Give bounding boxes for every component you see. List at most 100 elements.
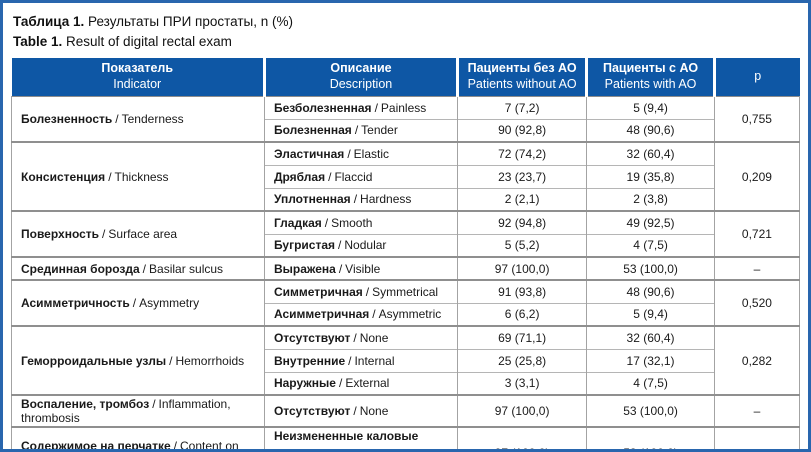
slash-separator: / [324,215,329,230]
table-caption: Таблица 1. Результаты ПРИ простаты, n (%… [13,12,800,51]
description-cell: Бугристая / Nodular [263,233,459,258]
table-row: Поверхность / Surface area Гладкая / Smooth … [11,210,801,258]
col-header-with-ao-en: Patients with AO [604,76,697,91]
col-header-description: Описание Description [264,58,460,97]
slash-separator: / [372,307,376,322]
description-cell: Болезненная / Tender [263,118,459,143]
indicator-cell: Срединная борозда / Basilar sulcus [11,256,265,281]
value-without-ao: 97 (100,0) [456,394,588,428]
value-with-ao: 48 (90,6) [586,279,715,304]
slash-separator: / [354,123,359,138]
slash-separator: / [347,146,351,161]
value-without-ao: 25 (25,8) [456,348,588,373]
table-caption-en-label: Table 1. [13,33,63,49]
value-with-ao: 32 (60,4) [586,141,715,166]
slash-separator: / [338,376,343,391]
table-row: Болезненность / Tenderness Безболезненная /… [11,96,801,143]
indicator-cell: Воспаление, тромбоз / Inflammation, thromb… [11,394,265,428]
description-cell: Гладкая / Smooth [263,210,459,235]
slash-separator: / [353,192,358,207]
description-cell: Эластичная / Elastic [263,141,459,166]
table-caption-ru: Таблица 1. Результаты ПРИ простаты, n (%… [13,12,800,32]
slash-separator: / [169,353,173,368]
col-header-without-ao-en: Patients without AO [467,76,577,91]
description-cell: Внутренние / Internal [263,348,459,373]
value-without-ao: 23 (23,7) [456,164,588,189]
p-value-cell: – [713,426,801,449]
table-row: Внутренние / Internal 25 (25,8) 17 (32,1) [12,348,800,373]
table-caption-en-text: Result of digital rectal exam [62,33,232,49]
slash-separator: / [108,169,112,184]
value-without-ao: 72 (74,2) [456,141,588,166]
indicator-cell: Геморроидальные узлы / Hemorrhoids [11,325,265,396]
indicator-cell: Болезненность / Tenderness [11,96,265,143]
value-with-ao: 53 (100,0) [586,394,715,428]
description-cell: Неизмененные каловые массыUnchanged feca… [263,426,459,449]
value-without-ao: 7 (7,2) [456,96,588,120]
col-header-p: p [714,58,800,97]
value-with-ao: 53 (100,0) [586,426,715,449]
p-value-cell: 0,282 [713,325,801,396]
value-without-ao: 90 (92,8) [456,118,588,143]
indicator-cell: Содержимое на перчатке/Content on the gl… [11,426,265,449]
value-with-ao: 53 (100,0) [586,256,715,281]
slash-separator: / [142,261,147,276]
table-caption-ru-label: Таблица 1. [13,14,85,29]
col-header-description-en: Description [329,76,393,91]
slash-separator: / [102,227,106,242]
col-header-description-ru: Описание [330,61,392,76]
slash-separator: / [348,353,352,368]
value-without-ao: 3 (3,1) [456,371,588,396]
slash-separator: / [115,111,119,126]
slash-separator: / [353,330,357,345]
description-cell: Отсутствуют / None [263,394,459,428]
p-value-cell: 0,209 [713,141,801,212]
indicator-cell: Консистенция / Thickness [11,141,265,212]
slash-separator: / [338,261,343,276]
table-row: Дряблая / Flaccid 23 (23,7) 19 (35,8) [12,164,800,189]
description-cell: Отсутствуют / None [263,325,459,350]
slash-separator: / [152,397,156,412]
col-header-with-ao: Пациенты с АО Patients with AO [586,58,716,97]
p-value-cell: 0,721 [713,210,801,258]
indicator-cell: Поверхность / Surface area [11,210,265,258]
value-with-ao: 5 (9,4) [586,96,715,120]
table-row: Асимметричность / Asymmetry Симметричная / S… [11,279,801,327]
value-with-ao: 32 (60,4) [586,325,715,350]
table-row: Болезненная / Tender 90 (92,8) 48 (90,6) [12,118,800,143]
table-body: Болезненность / Tenderness Безболезненная /… [11,96,801,449]
table-row: Консистенция / Thickness Эластичная / Elasti… [11,141,801,212]
description-cell: Наружные / External [263,371,459,396]
value-with-ao: 17 (32,1) [586,348,715,373]
table-row: Наружные / External 3 (3,1) 4 (7,5) [12,371,800,396]
table-header: Показатель Indicator Описание Description … [11,58,800,97]
p-value-cell: – [713,394,801,428]
p-value-cell: 0,520 [713,279,801,327]
header-row: Показатель Indicator Описание Description … [11,58,800,97]
value-with-ao: 49 (92,5) [586,210,715,235]
value-without-ao: 2 (2,1) [456,187,588,212]
value-without-ao: 5 (5,2) [456,233,588,258]
table-row: Содержимое на перчатке/Content on the gl… [11,426,801,449]
table-row: Уплотненная / Hardness 2 (2,1) 2 (3,8) [12,187,800,212]
description-cell: Выражена / Visible [263,256,459,281]
col-header-without-ao-ru: Пациенты без АО [467,61,577,76]
value-without-ao: 97 (100,0) [456,256,588,281]
table-row: Воспаление, тромбоз / Inflammation, thromb… [11,394,801,428]
col-header-p-label: p [754,69,762,84]
value-with-ao: 19 (35,8) [586,164,715,189]
value-without-ao: 6 (6,2) [456,302,588,327]
description-cell: Симметричная / Symmetrical [263,279,459,304]
slash-separator: / [338,238,342,253]
value-with-ao: 2 (3,8) [586,187,715,212]
description-cell: Дряблая / Flaccid [263,164,459,189]
slash-separator: / [328,169,332,184]
table-caption-ru-text: Результаты ПРИ простаты, n (%) [84,14,294,29]
table-caption-en: Table 1. Result of digital rectal exam [13,32,800,52]
results-table: Показатель Indicator Описание Description … [11,58,801,449]
value-with-ao: 5 (9,4) [586,302,715,327]
p-value-cell: 0,755 [713,96,801,143]
value-with-ao: 4 (7,5) [586,233,715,258]
value-without-ao: 91 (93,8) [456,279,588,304]
p-value-cell: – [713,256,801,281]
